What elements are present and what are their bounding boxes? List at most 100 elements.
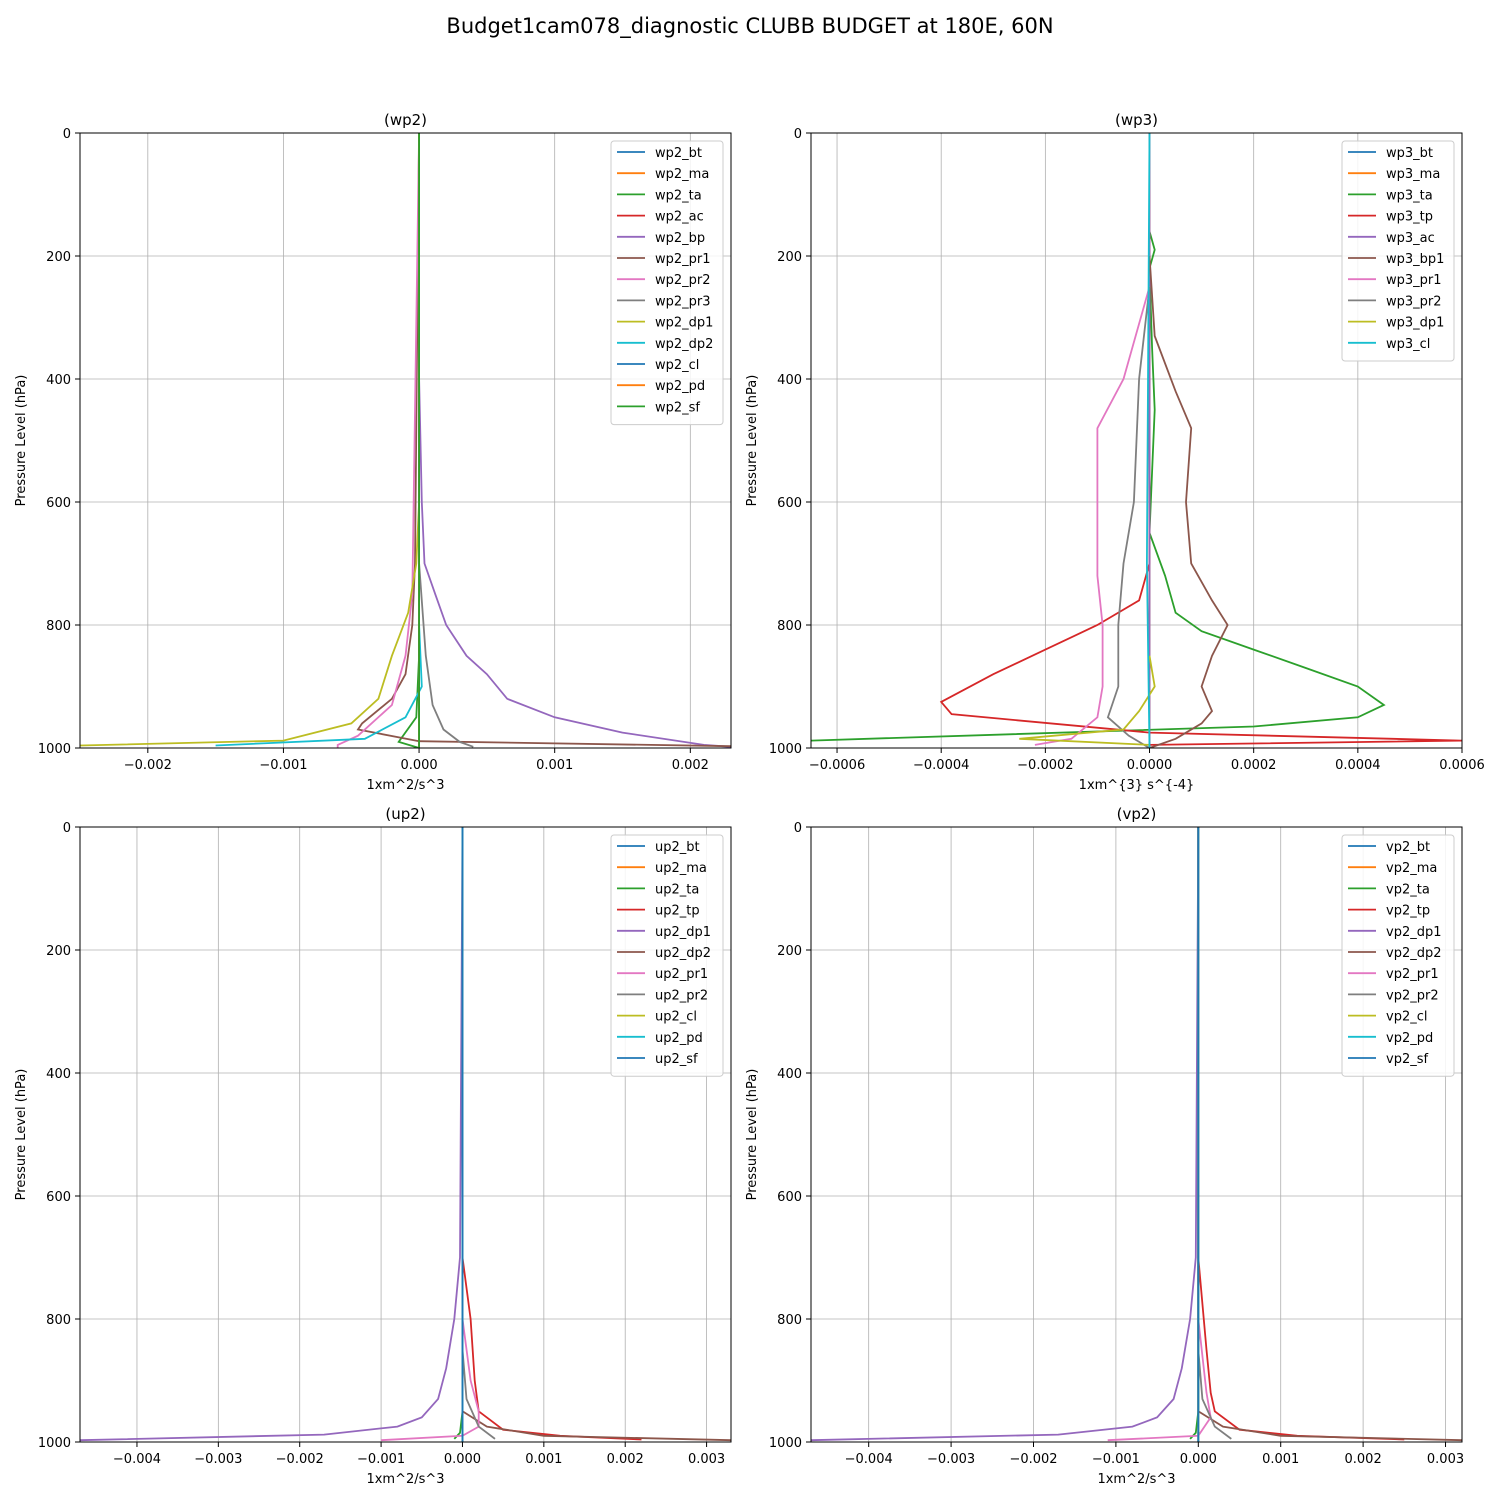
x-tick-label: −0.001 bbox=[357, 1452, 405, 1467]
x-tick-label: 0.000 bbox=[444, 1452, 481, 1467]
series-line-wp3_cl bbox=[1145, 133, 1151, 748]
y-tick-label: 800 bbox=[46, 1313, 71, 1328]
x-tick-label: 0.002 bbox=[1345, 1452, 1382, 1467]
series-line-vp2_pr1 bbox=[1107, 827, 1212, 1442]
x-tick-label: 0.002 bbox=[607, 1452, 644, 1467]
x-tick-label: −0.004 bbox=[845, 1452, 893, 1467]
series-line-vp2_pr2 bbox=[1197, 827, 1232, 1440]
y-axis-label: Pressure Level (hPa) bbox=[14, 375, 29, 507]
legend-label: wp3_ta bbox=[1386, 188, 1433, 203]
y-tick-label: 0 bbox=[794, 127, 802, 142]
legend-label: wp2_dp1 bbox=[655, 316, 713, 331]
panel-title: (vp2) bbox=[1117, 805, 1157, 823]
y-tick-label: 200 bbox=[777, 944, 802, 959]
x-axis-label: 1xm^2/s^3 bbox=[366, 1472, 444, 1487]
x-tick-label: −0.003 bbox=[194, 1452, 242, 1467]
chart-panel-1: −0.0006 −0.0004 −0.0002 0.0000 0.0002 0.0004 0… bbox=[745, 111, 1485, 793]
legend-label: vp2_bt bbox=[1386, 840, 1430, 855]
legend-label: wp2_pd bbox=[655, 379, 705, 394]
legend-box bbox=[1341, 140, 1455, 362]
legend-label: up2_sf bbox=[655, 1052, 698, 1067]
y-tick-label: 0 bbox=[63, 821, 71, 836]
series-line-wp2_pr2 bbox=[336, 133, 420, 748]
legend-label: vp2_cl bbox=[1386, 1010, 1427, 1025]
legend-label: up2_tp bbox=[655, 904, 700, 919]
legend-label: wp3_pr1 bbox=[1386, 273, 1442, 288]
series-line-vp2_tp bbox=[1197, 827, 1405, 1441]
x-tick-label: −0.001 bbox=[1092, 1452, 1140, 1467]
legend-label: vp2_dp1 bbox=[1386, 925, 1442, 940]
y-tick-label: 400 bbox=[46, 373, 71, 388]
x-tick-label: 0.003 bbox=[1427, 1452, 1464, 1467]
panel-title: (wp3) bbox=[1115, 111, 1158, 129]
series-line-wp3_pr2 bbox=[1106, 286, 1151, 748]
legend-label: vp2_ma bbox=[1386, 861, 1437, 876]
series-line-wp3_tp bbox=[939, 231, 1462, 746]
legend-label: vp2_dp2 bbox=[1386, 946, 1442, 961]
y-tick-label: 200 bbox=[777, 250, 802, 265]
legend-label: vp2_pr1 bbox=[1386, 967, 1439, 982]
y-tick-label: 1000 bbox=[38, 742, 71, 757]
legend-label: wp3_cl bbox=[1386, 337, 1430, 352]
x-axis-label: 1xm^{3} s^{-4} bbox=[1079, 778, 1195, 793]
x-tick-label: 0.001 bbox=[525, 1452, 562, 1467]
y-tick-label: 600 bbox=[777, 1190, 802, 1205]
legend-label: wp3_bp1 bbox=[1386, 252, 1444, 267]
x-tick-label: 0.0004 bbox=[1335, 758, 1381, 773]
panel-title: (wp2) bbox=[384, 111, 427, 129]
series-line-wp2_dp2 bbox=[215, 133, 423, 747]
x-tick-label: −0.001 bbox=[259, 758, 307, 773]
legend-box bbox=[610, 140, 724, 426]
series-line-up2_pr2 bbox=[461, 827, 496, 1440]
legend-label: wp2_bp bbox=[655, 231, 705, 246]
series-group bbox=[80, 133, 731, 748]
x-tick-label: −0.003 bbox=[927, 1452, 975, 1467]
series-group bbox=[80, 827, 731, 1442]
legend-label: wp2_pr3 bbox=[655, 294, 711, 309]
plot-frame bbox=[810, 826, 1463, 1443]
series-group bbox=[811, 827, 1462, 1442]
x-tick-label: 0.000 bbox=[1180, 1452, 1217, 1467]
x-tick-label: 0.000 bbox=[400, 758, 437, 773]
legend-label: wp2_bt bbox=[655, 146, 702, 161]
legend-label: up2_bt bbox=[655, 840, 700, 855]
y-axis-label: Pressure Level (hPa) bbox=[745, 1069, 760, 1201]
legend-label: up2_pd bbox=[655, 1031, 703, 1046]
y-tick-label: 400 bbox=[46, 1067, 71, 1082]
y-tick-label: 600 bbox=[46, 496, 71, 511]
legend-label: vp2_sf bbox=[1386, 1052, 1428, 1067]
y-tick-label: 1000 bbox=[38, 1436, 71, 1451]
x-tick-label: 0.003 bbox=[688, 1452, 725, 1467]
legend-label: up2_pr2 bbox=[655, 988, 708, 1003]
y-axis-label: Pressure Level (hPa) bbox=[14, 1069, 29, 1201]
series-line-up2_tp bbox=[461, 827, 642, 1441]
panel-title: (up2) bbox=[385, 805, 425, 823]
series-line-wp3_dp1 bbox=[1019, 655, 1156, 746]
legend-label: wp3_pr2 bbox=[1386, 294, 1442, 309]
legend-label: wp2_pr2 bbox=[655, 273, 711, 288]
legend-label: up2_cl bbox=[655, 1010, 697, 1025]
series-line-wp3_bp1 bbox=[1148, 255, 1229, 748]
legend-label: wp2_dp2 bbox=[655, 337, 713, 352]
series-line-wp3_pr1 bbox=[1034, 286, 1151, 746]
legend-label: wp3_bt bbox=[1386, 146, 1433, 161]
legend-label: vp2_pr2 bbox=[1386, 988, 1439, 1003]
x-tick-label: −0.0004 bbox=[913, 758, 969, 773]
x-tick-label: 0.0006 bbox=[1439, 758, 1485, 773]
series-line-wp2_pr1 bbox=[356, 133, 731, 748]
figure-title: Budget1cam078_diagnostic CLUBB BUDGET at… bbox=[446, 14, 1054, 38]
series-line-vp2_dp1 bbox=[811, 827, 1200, 1442]
x-tick-label: −0.002 bbox=[124, 758, 172, 773]
legend-label: vp2_pd bbox=[1386, 1031, 1433, 1046]
plot-frame bbox=[79, 132, 732, 749]
y-axis-label: Pressure Level (hPa) bbox=[745, 375, 760, 507]
chart-panel-2: −0.004 −0.003 −0.002 −0.001 0.000 0.001 0.002 0… bbox=[14, 805, 732, 1487]
series-line-wp3_ta bbox=[811, 231, 1386, 742]
x-axis-label: 1xm^2/s^3 bbox=[1097, 1472, 1175, 1487]
series-line-wp2_bp bbox=[418, 133, 731, 748]
x-tick-label: 0.001 bbox=[536, 758, 573, 773]
legend-label: up2_ta bbox=[655, 882, 699, 897]
legend-label: vp2_tp bbox=[1386, 904, 1430, 919]
x-tick-label: −0.004 bbox=[113, 1452, 161, 1467]
